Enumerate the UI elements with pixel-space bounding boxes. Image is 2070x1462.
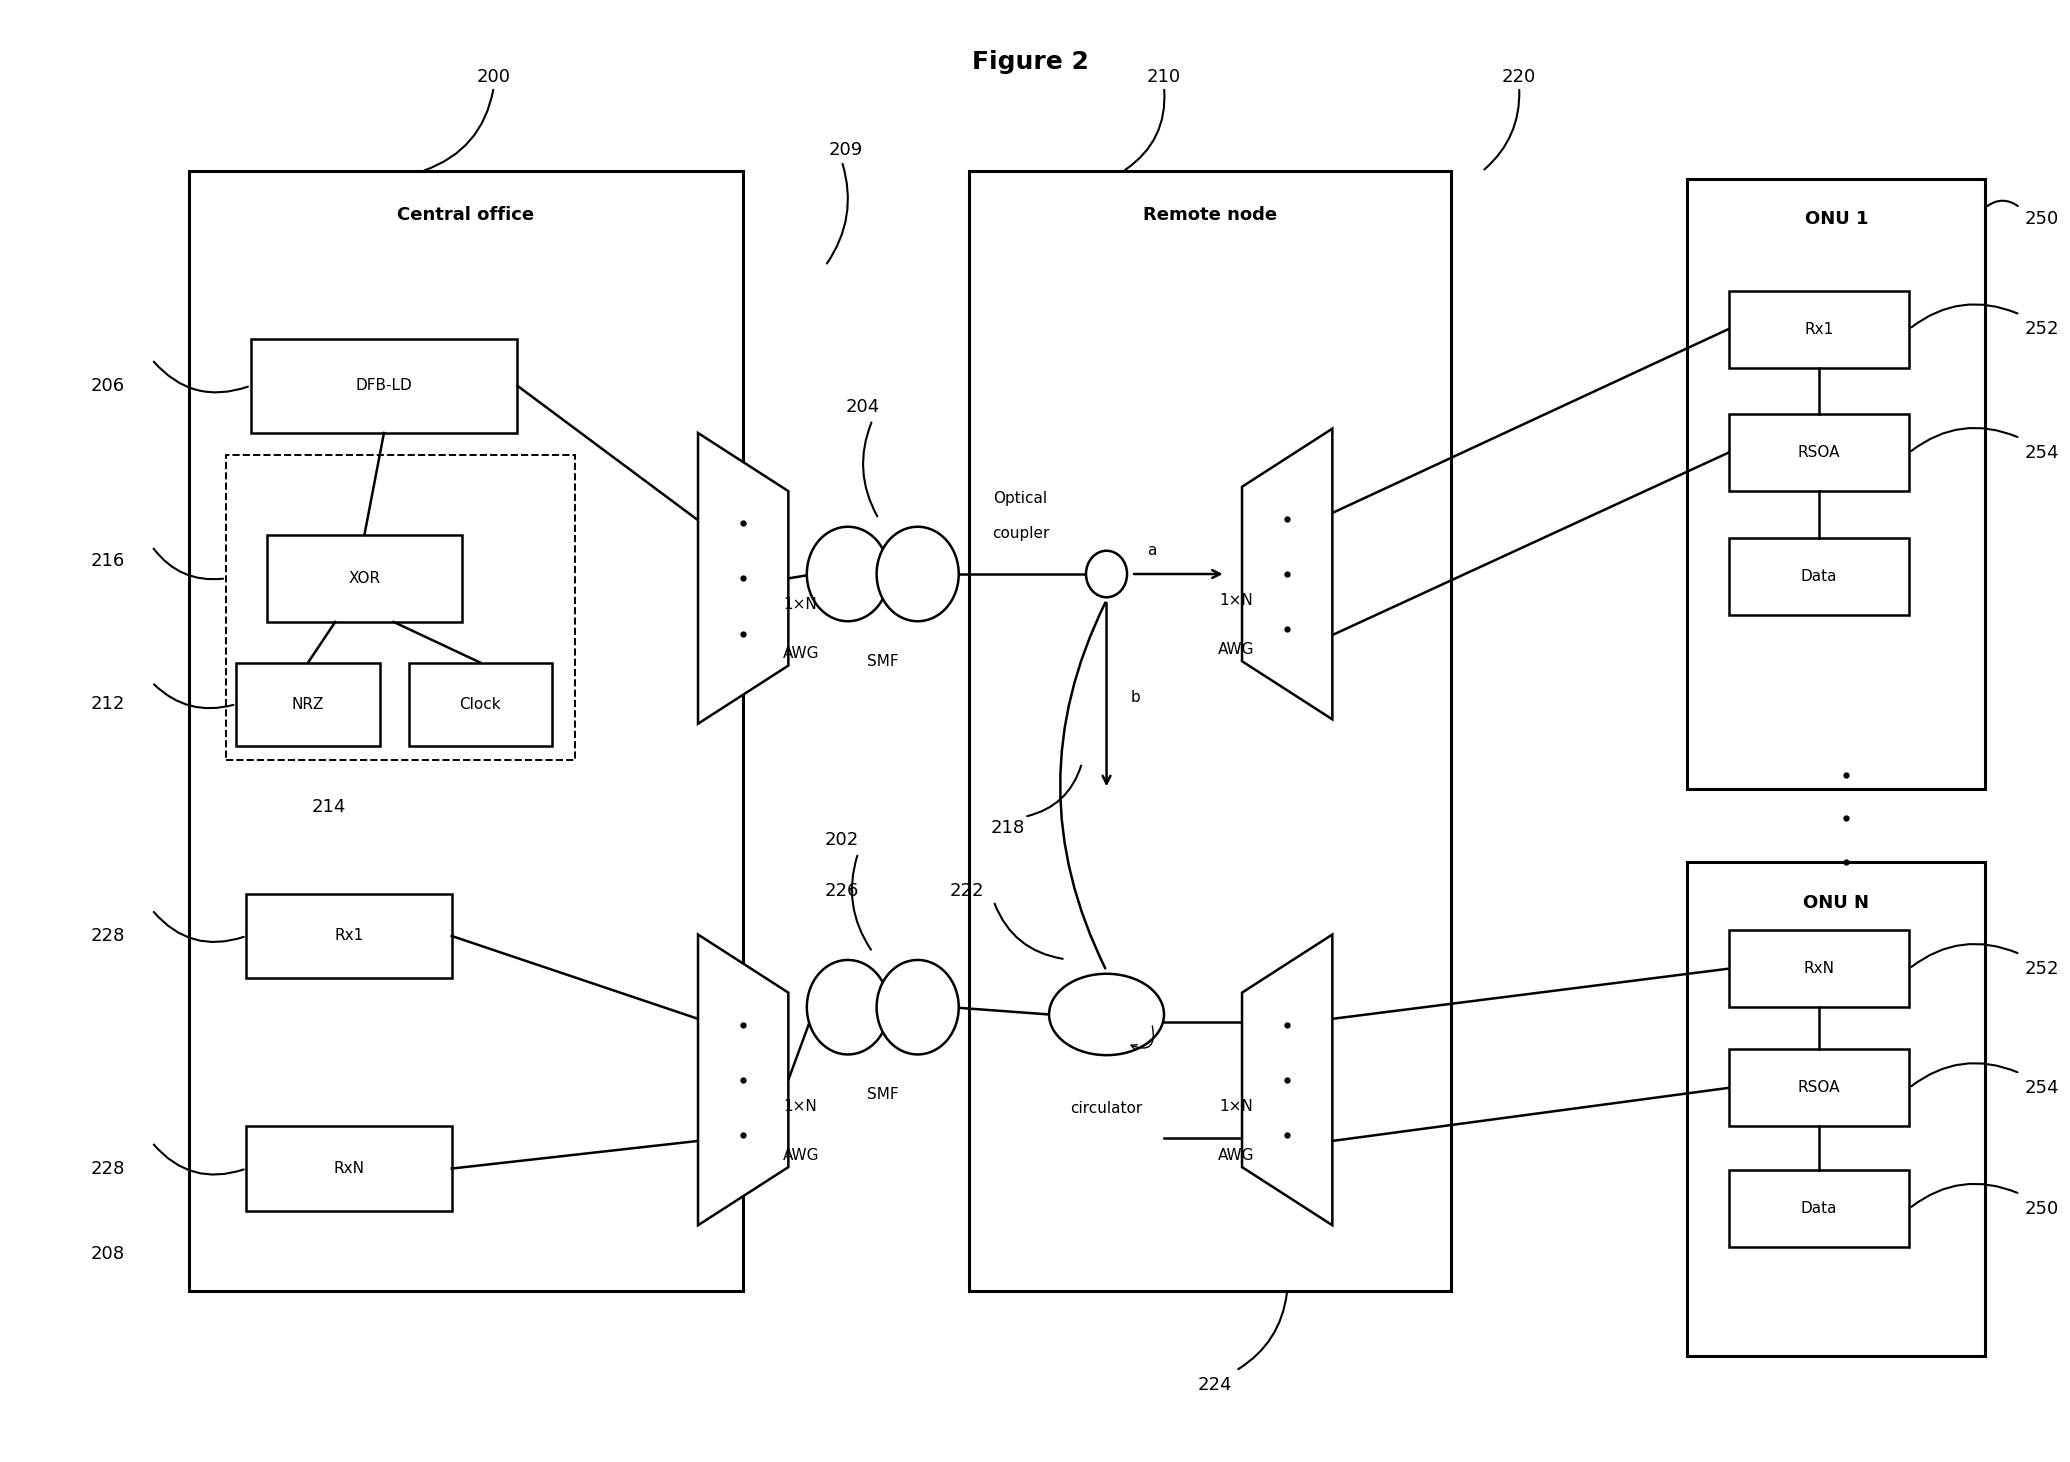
FancyBboxPatch shape	[226, 455, 575, 760]
Text: coupler: coupler	[992, 526, 1049, 541]
Text: Optical: Optical	[994, 491, 1047, 506]
FancyBboxPatch shape	[246, 1126, 451, 1211]
Text: SMF: SMF	[867, 1086, 898, 1102]
FancyBboxPatch shape	[1728, 291, 1909, 367]
Text: 204: 204	[845, 398, 880, 415]
Text: NRZ: NRZ	[292, 696, 325, 712]
Text: RxN: RxN	[333, 1161, 364, 1175]
Text: 200: 200	[476, 67, 511, 86]
Text: 208: 208	[91, 1246, 124, 1263]
Text: AWG: AWG	[1217, 642, 1254, 656]
Text: a: a	[1147, 544, 1157, 558]
Text: 252: 252	[2024, 959, 2060, 978]
Circle shape	[1049, 974, 1163, 1056]
Text: Data: Data	[1801, 569, 1836, 583]
Text: 1×N: 1×N	[1219, 1098, 1252, 1114]
Text: 202: 202	[824, 830, 859, 849]
Text: DFB-LD: DFB-LD	[356, 379, 412, 393]
FancyBboxPatch shape	[1728, 930, 1909, 1007]
FancyBboxPatch shape	[408, 662, 553, 746]
Text: 228: 228	[91, 1159, 124, 1177]
Text: 209: 209	[828, 140, 863, 158]
Text: circulator: circulator	[1070, 1101, 1143, 1117]
Text: SMF: SMF	[867, 654, 898, 668]
FancyBboxPatch shape	[1728, 414, 1909, 491]
Text: 1×N: 1×N	[785, 1098, 818, 1114]
Ellipse shape	[876, 526, 958, 621]
Text: 220: 220	[1503, 67, 1536, 86]
Text: 222: 222	[950, 882, 983, 901]
Text: Rx1: Rx1	[1805, 322, 1834, 336]
Text: RxN: RxN	[1803, 961, 1834, 977]
Text: 252: 252	[2024, 320, 2060, 338]
Text: 254: 254	[2024, 443, 2060, 462]
Ellipse shape	[1087, 551, 1126, 598]
Text: Data: Data	[1801, 1200, 1836, 1216]
Text: 228: 228	[91, 927, 124, 944]
Text: 212: 212	[91, 694, 124, 713]
Text: Clock: Clock	[460, 696, 501, 712]
Polygon shape	[1242, 934, 1333, 1225]
Text: XOR: XOR	[348, 570, 381, 586]
Text: RSOA: RSOA	[1797, 444, 1840, 461]
Text: 1×N: 1×N	[785, 596, 818, 613]
FancyBboxPatch shape	[969, 171, 1451, 1291]
Text: 210: 210	[1147, 67, 1182, 86]
FancyBboxPatch shape	[1687, 861, 1985, 1357]
Text: AWG: AWG	[1217, 1148, 1254, 1162]
FancyBboxPatch shape	[1728, 1170, 1909, 1247]
Text: RSOA: RSOA	[1797, 1080, 1840, 1095]
Text: 250: 250	[2024, 211, 2058, 228]
Text: 226: 226	[824, 882, 859, 901]
Ellipse shape	[876, 961, 958, 1054]
Text: b: b	[1130, 690, 1141, 705]
FancyBboxPatch shape	[246, 893, 451, 978]
Text: ONU N: ONU N	[1803, 893, 1869, 911]
Ellipse shape	[807, 526, 888, 621]
Text: 214: 214	[310, 798, 346, 816]
FancyBboxPatch shape	[1728, 538, 1909, 614]
Polygon shape	[698, 934, 789, 1225]
FancyBboxPatch shape	[1728, 1050, 1909, 1126]
Text: Rx1: Rx1	[335, 928, 364, 943]
Polygon shape	[1242, 428, 1333, 719]
Text: 206: 206	[91, 377, 124, 395]
FancyBboxPatch shape	[1687, 178, 1985, 789]
Text: AWG: AWG	[782, 1148, 820, 1162]
FancyBboxPatch shape	[188, 171, 743, 1291]
FancyBboxPatch shape	[236, 662, 379, 746]
Text: Remote node: Remote node	[1143, 206, 1277, 224]
Text: 218: 218	[992, 819, 1025, 838]
Text: 254: 254	[2024, 1079, 2060, 1096]
Ellipse shape	[807, 961, 888, 1054]
FancyBboxPatch shape	[267, 535, 462, 621]
Text: Central office: Central office	[397, 206, 534, 224]
FancyBboxPatch shape	[250, 339, 518, 433]
Text: ONU 1: ONU 1	[1805, 211, 1867, 228]
Polygon shape	[698, 433, 789, 724]
Text: 224: 224	[1199, 1376, 1232, 1395]
Text: Figure 2: Figure 2	[973, 50, 1089, 75]
Text: AWG: AWG	[782, 646, 820, 661]
Text: 250: 250	[2024, 1199, 2058, 1218]
Text: 1×N: 1×N	[1219, 592, 1252, 608]
Text: 216: 216	[91, 553, 124, 570]
